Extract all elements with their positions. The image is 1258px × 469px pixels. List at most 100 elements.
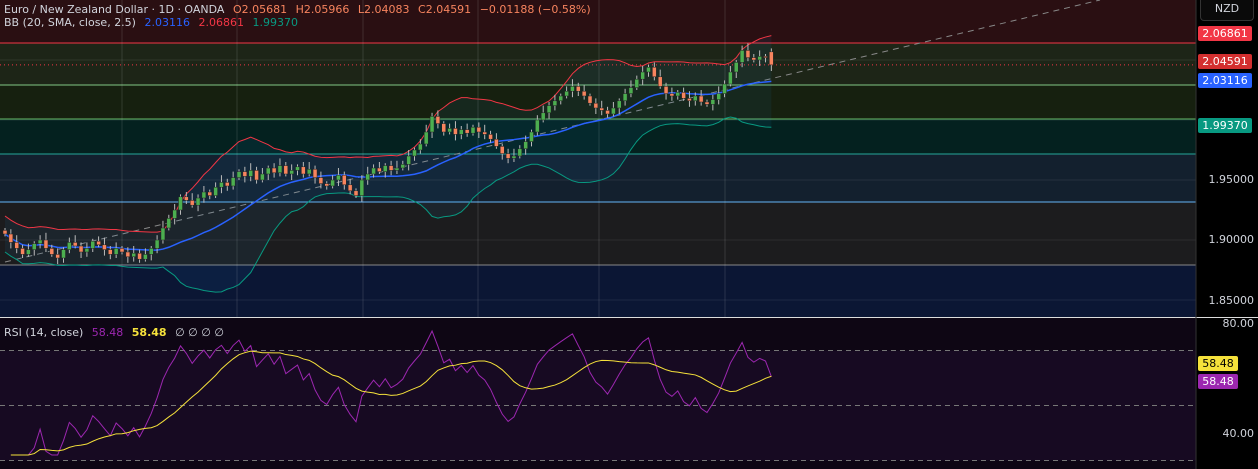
candle-body	[312, 168, 318, 178]
candle-body	[2, 230, 8, 235]
candle-body	[751, 57, 757, 61]
candle-body	[669, 93, 675, 97]
candle-body	[143, 254, 148, 260]
level-zone	[0, 84, 1196, 120]
candle-body	[61, 249, 66, 259]
candle-body	[119, 248, 125, 253]
candle-body	[137, 252, 142, 260]
candle-body	[271, 167, 277, 174]
bb-legend[interactable]: BB (20, SMA, close, 2.5) 2.03116 2.06861…	[4, 16, 303, 29]
candle-body	[722, 83, 727, 94]
rsi-legend[interactable]: RSI (14, close) 58.48 58.48 ∅ ∅ ∅ ∅	[4, 326, 229, 339]
candle-body	[500, 146, 505, 154]
candle-body	[254, 170, 259, 181]
rsi-null-values: ∅ ∅ ∅ ∅	[175, 326, 224, 339]
candle-body	[734, 62, 739, 73]
candle-body	[49, 248, 55, 255]
candle-body	[189, 200, 195, 206]
candle-body	[628, 87, 634, 94]
candle-body	[266, 167, 271, 175]
candle-body	[55, 254, 60, 259]
rsi-tick: 40.00	[1222, 427, 1255, 440]
candle-body	[570, 86, 575, 92]
candle-body	[365, 173, 370, 181]
candle-body	[429, 116, 435, 133]
candle-body	[342, 174, 347, 186]
ohlc-low: L2.04083	[357, 3, 410, 16]
symbol-title: Euro / New Zealand Dollar · 1D · OANDA	[4, 3, 225, 16]
candle-body	[78, 245, 84, 253]
candle-body	[739, 50, 745, 63]
candle-body	[14, 242, 19, 249]
candle-body	[640, 71, 645, 80]
bb-lower-value: 1.99370	[252, 16, 298, 29]
candle-body	[505, 153, 511, 159]
candle-body	[675, 92, 680, 97]
candle-body	[330, 179, 335, 187]
candle-body	[652, 66, 657, 78]
candle-body	[400, 164, 406, 169]
candle-body	[593, 102, 599, 109]
candle-body	[277, 165, 283, 174]
candle-body	[242, 171, 248, 177]
candle-body	[464, 129, 470, 134]
candle-body	[412, 149, 417, 157]
candle-body	[166, 218, 172, 229]
candle-body	[383, 165, 388, 172]
candle-body	[219, 182, 224, 188]
candle-body	[306, 168, 312, 175]
candle-body	[517, 148, 523, 157]
currency-button[interactable]: NZD	[1200, 0, 1254, 21]
candle-body	[476, 126, 482, 133]
candle-body	[605, 110, 610, 115]
candle-body	[418, 143, 423, 151]
candle-body	[698, 95, 704, 103]
candle-body	[663, 86, 669, 94]
candle-body	[371, 167, 376, 175]
bb-upper-line	[4, 35, 772, 233]
candle-body	[494, 138, 499, 147]
rsi-ma-tag: 58.48	[1198, 356, 1238, 371]
candle-body	[511, 155, 517, 159]
candle-body	[184, 196, 189, 201]
bb-label: BB (20, SMA, close, 2.5)	[4, 16, 136, 29]
candle-body	[131, 252, 136, 258]
candle-body	[113, 248, 119, 255]
candle-body	[687, 98, 692, 102]
candle-body	[599, 107, 604, 111]
candle-body	[728, 71, 733, 85]
price-tick: 1.95000	[1208, 173, 1255, 186]
candle-body	[447, 128, 452, 133]
candle-body	[32, 243, 37, 250]
candle-body	[108, 249, 113, 255]
candle-body	[611, 107, 616, 115]
rsi-tag: 58.48	[1198, 374, 1238, 389]
rsi-line	[10, 329, 772, 456]
bb-basis-value: 2.03116	[144, 16, 190, 29]
candle-body	[482, 131, 487, 135]
candle-body	[441, 123, 446, 133]
candle-body	[295, 166, 300, 171]
rsi-ma-line	[10, 350, 772, 456]
price-tick: 1.85000	[1208, 294, 1255, 307]
level-zone	[0, 42, 1196, 85]
candle-body	[634, 78, 640, 88]
symbol-legend: Euro / New Zealand Dollar · 1D · OANDA O…	[4, 3, 596, 16]
candle-body	[423, 131, 429, 145]
candle-body	[260, 173, 265, 181]
candle-body	[230, 177, 236, 187]
candle-body	[37, 239, 43, 244]
bb-fill	[5, 35, 772, 293]
candle-body	[225, 182, 230, 187]
candle-body	[207, 191, 212, 196]
candle-body	[681, 92, 686, 99]
candle-body	[693, 95, 698, 102]
candle-body	[558, 95, 563, 102]
candle-body	[523, 141, 528, 150]
candle-body	[359, 179, 365, 196]
candle-body	[657, 76, 663, 87]
rsi-value: 58.48	[91, 326, 124, 339]
candle-body	[535, 119, 540, 133]
bb-basis-tag: 2.03116	[1198, 73, 1252, 88]
